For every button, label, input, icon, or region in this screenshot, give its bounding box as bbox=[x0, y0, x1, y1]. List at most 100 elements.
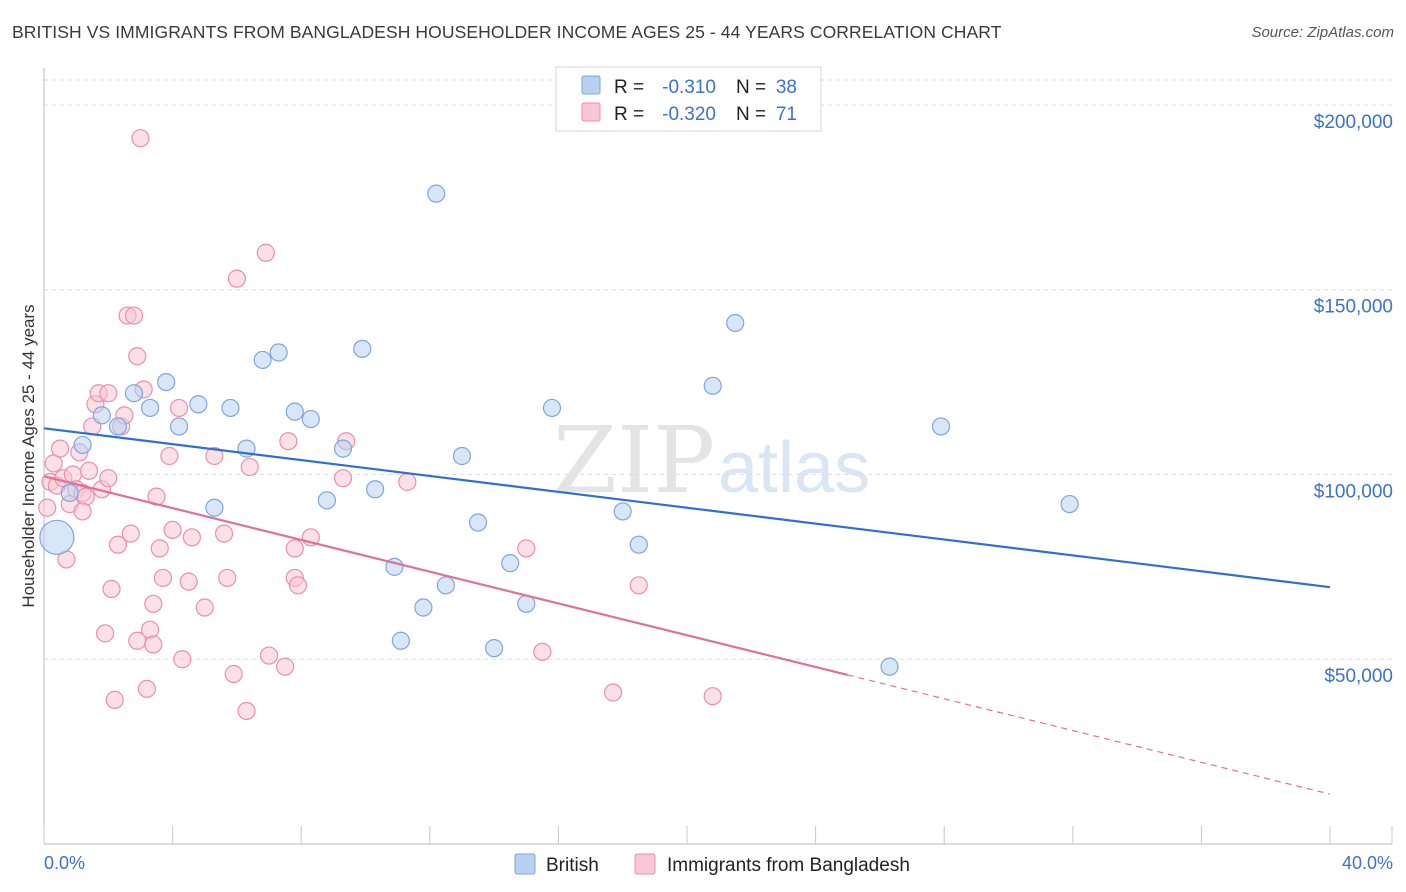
legend-n-value-british: 38 bbox=[776, 77, 797, 98]
series-legend-swatch-bangladesh bbox=[634, 853, 656, 875]
legend-r-label-british: R = bbox=[614, 77, 644, 98]
bangladesh-point bbox=[256, 243, 275, 262]
british-point bbox=[391, 631, 410, 650]
trend-line-bangladesh-extension bbox=[847, 674, 1331, 795]
british-point bbox=[703, 376, 722, 395]
bangladesh-point bbox=[259, 646, 279, 665]
bangladesh-point bbox=[224, 664, 243, 684]
british-point bbox=[427, 184, 446, 203]
x-tick-label-min: 0.0% bbox=[44, 853, 85, 873]
data-points bbox=[38, 129, 1079, 721]
trend-lines bbox=[43, 427, 1331, 795]
bangladesh-point bbox=[629, 576, 648, 595]
bangladesh-point bbox=[285, 539, 304, 558]
legend-n-label-bangladesh: N = bbox=[736, 104, 766, 125]
british-point bbox=[485, 639, 504, 658]
trend-line-bangladesh bbox=[43, 475, 849, 677]
bangladesh-point bbox=[95, 624, 115, 643]
bangladesh-point bbox=[214, 524, 234, 543]
bangladesh-point bbox=[105, 690, 124, 709]
bangladesh-point bbox=[153, 568, 173, 588]
british-point bbox=[73, 435, 92, 455]
y-tick-label: $150,000 bbox=[1314, 297, 1393, 318]
bangladesh-point bbox=[703, 687, 722, 706]
british-point bbox=[613, 502, 632, 521]
bangladesh-point bbox=[144, 635, 163, 654]
source-credit: Source: ZipAtlas.com bbox=[1251, 24, 1394, 41]
bangladesh-point bbox=[195, 598, 214, 617]
bangladesh-point bbox=[73, 502, 92, 521]
bangladesh-point bbox=[150, 539, 169, 558]
bangladesh-point bbox=[144, 594, 163, 613]
bangladesh-point bbox=[533, 642, 552, 661]
bangladesh-point bbox=[205, 446, 224, 466]
british-point bbox=[301, 409, 320, 429]
bangladesh-point bbox=[50, 439, 70, 458]
series-legend-label-bangladesh: Immigrants from Bangladesh bbox=[667, 855, 910, 876]
british-point bbox=[253, 350, 272, 370]
british-point bbox=[269, 343, 288, 362]
y-tick-label: $200,000 bbox=[1314, 112, 1393, 133]
y-tick-label: $50,000 bbox=[1324, 666, 1393, 687]
british-point bbox=[501, 554, 520, 573]
legend-n-value-bangladesh: 71 bbox=[776, 104, 797, 125]
british-point bbox=[189, 395, 208, 414]
british-point bbox=[285, 402, 304, 421]
bangladesh-point bbox=[137, 679, 156, 698]
bangladesh-point bbox=[276, 657, 295, 676]
bangladesh-point bbox=[182, 528, 201, 547]
legend-n-label-british: N = bbox=[736, 77, 766, 98]
british-point bbox=[157, 372, 176, 392]
legend-r-value-british: -0.310 bbox=[662, 77, 716, 98]
bangladesh-point bbox=[237, 701, 256, 721]
british-point bbox=[542, 398, 562, 418]
bangladesh-point bbox=[517, 539, 536, 558]
legend-r-value-bangladesh: -0.320 bbox=[662, 104, 716, 125]
legend-swatch-british bbox=[581, 75, 601, 95]
series-legend-label-british: British bbox=[546, 855, 599, 876]
bangladesh-point bbox=[99, 384, 118, 403]
bangladesh-point bbox=[160, 446, 179, 466]
bangladesh-point bbox=[173, 650, 192, 669]
british-point bbox=[333, 439, 353, 458]
british-point bbox=[124, 384, 144, 403]
legend-r-label-bangladesh: R = bbox=[614, 104, 644, 125]
bangladesh-point bbox=[288, 576, 308, 595]
y-tick-labels: $50,000 $100,000 $150,000 $200,000 bbox=[1314, 112, 1393, 687]
british-point bbox=[452, 446, 472, 466]
british-point bbox=[39, 519, 75, 555]
british-point bbox=[317, 491, 337, 510]
bangladesh-point bbox=[63, 465, 83, 484]
british-point bbox=[468, 513, 488, 532]
axes bbox=[43, 68, 1393, 845]
bangladesh-point bbox=[163, 520, 182, 540]
y-axis-label: Householder Income Ages 25 - 44 years bbox=[19, 304, 38, 607]
bangladesh-point bbox=[227, 269, 246, 288]
bangladesh-point bbox=[603, 683, 623, 702]
british-point bbox=[436, 576, 455, 595]
british-point bbox=[880, 657, 899, 676]
british-point bbox=[140, 398, 160, 418]
british-point bbox=[169, 417, 189, 436]
bangladesh-point bbox=[102, 579, 121, 599]
bangladesh-point bbox=[140, 620, 160, 639]
bangladesh-point bbox=[131, 129, 150, 148]
british-point bbox=[726, 313, 745, 333]
bangladesh-point bbox=[99, 469, 118, 488]
british-point bbox=[221, 398, 240, 418]
british-point bbox=[108, 417, 128, 436]
bangladesh-point bbox=[333, 469, 353, 488]
bangladesh-point bbox=[218, 568, 237, 588]
british-point bbox=[60, 483, 79, 503]
bangladesh-point bbox=[108, 535, 128, 554]
y-tick-label: $100,000 bbox=[1314, 481, 1393, 502]
grid-lines bbox=[44, 79, 1392, 660]
chart-title: BRITISH VS IMMIGRANTS FROM BANGLADESH HO… bbox=[12, 22, 1002, 42]
trend-line-british bbox=[43, 427, 1331, 589]
british-point bbox=[92, 406, 111, 425]
bangladesh-point bbox=[38, 498, 57, 517]
bangladesh-point bbox=[76, 487, 95, 506]
british-point bbox=[414, 598, 433, 617]
x-tick-label-max: 40.0% bbox=[1342, 853, 1393, 873]
